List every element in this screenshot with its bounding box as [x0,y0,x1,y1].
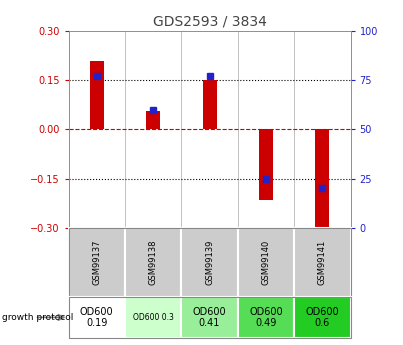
Bar [125,297,181,338]
Bar [125,228,181,297]
Bar [294,297,351,338]
Text: OD600
0.19: OD600 0.19 [80,307,114,328]
Text: OD600
0.49: OD600 0.49 [249,307,283,328]
Bar [294,228,351,297]
Bar [203,80,217,129]
Text: GSM99139: GSM99139 [205,239,214,285]
Text: growth protocol: growth protocol [2,313,73,322]
Text: OD600
0.41: OD600 0.41 [193,307,226,328]
Bar [316,129,330,229]
Bar [238,297,294,338]
Text: GSM99137: GSM99137 [92,239,101,285]
Bar [181,228,238,297]
Bar [69,297,125,338]
Bar [146,111,160,129]
Bar [259,129,273,200]
Title: GDS2593 / 3834: GDS2593 / 3834 [153,14,266,29]
Text: GSM99141: GSM99141 [318,239,327,285]
Text: OD600
0.6: OD600 0.6 [305,307,339,328]
Bar [90,61,104,129]
Bar [181,297,238,338]
Text: OD600 0.3: OD600 0.3 [133,313,174,322]
Text: GSM99138: GSM99138 [149,239,158,285]
Text: GSM99140: GSM99140 [262,239,270,285]
Bar [69,228,125,297]
Bar [238,228,294,297]
